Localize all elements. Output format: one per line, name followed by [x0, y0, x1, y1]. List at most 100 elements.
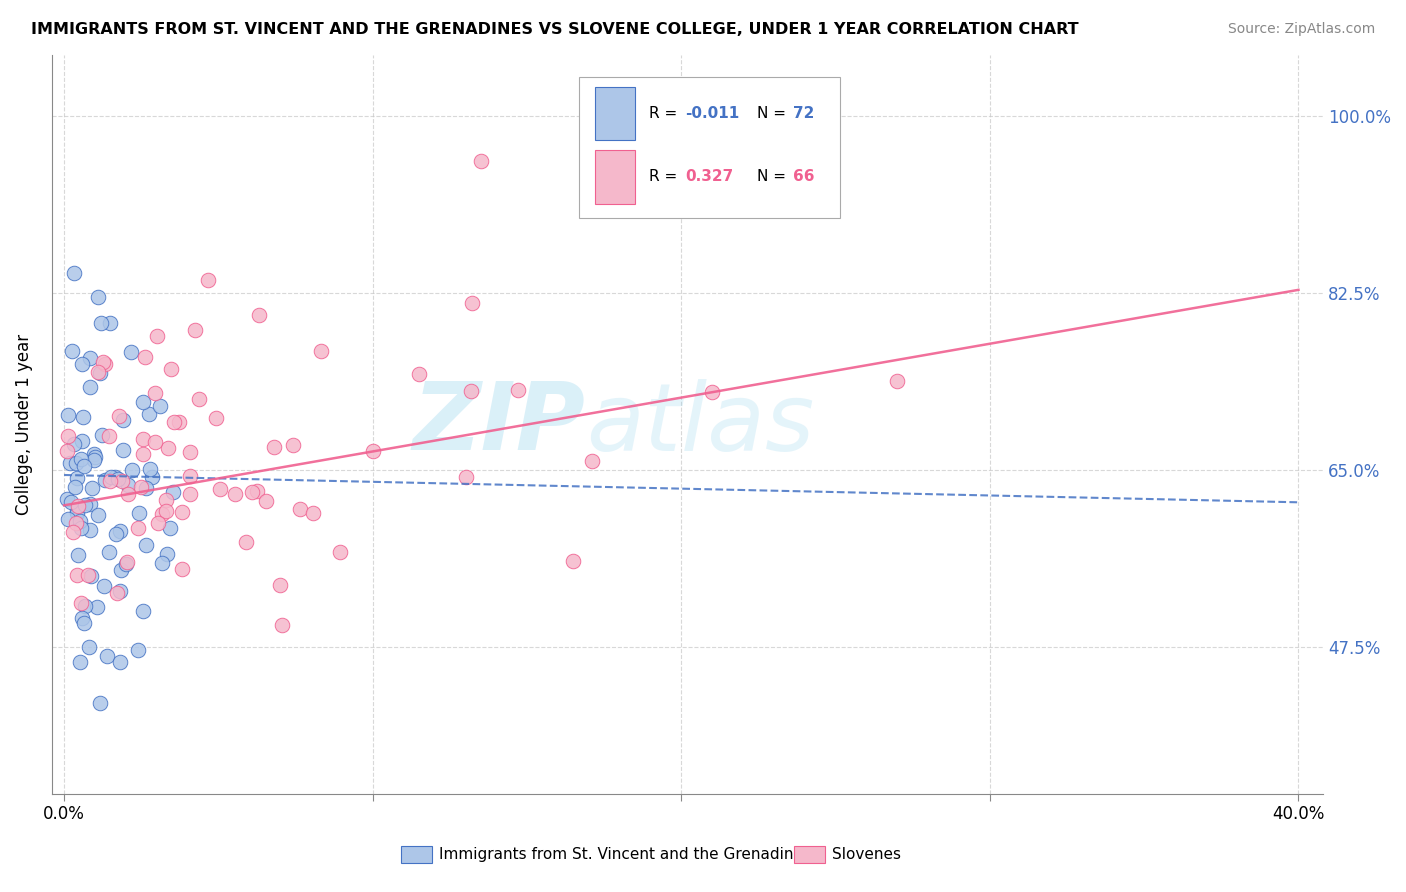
Point [172, 505, 194, 519]
Point [108, 409, 131, 423]
Point [170, 562, 193, 576]
Point [150, 508, 173, 522]
Point [131, 447, 153, 461]
Point [127, 643, 149, 657]
Point [188, 392, 211, 406]
Point [111, 413, 134, 427]
Text: R =: R = [650, 169, 682, 185]
Point [111, 474, 134, 488]
Text: ZIP: ZIP [413, 378, 586, 470]
Point [163, 415, 186, 429]
Text: 0.327: 0.327 [685, 169, 733, 185]
Point [111, 443, 134, 458]
Point [110, 563, 132, 577]
Point [131, 480, 153, 494]
Point [143, 386, 166, 401]
Point [97, 429, 120, 443]
Point [155, 504, 177, 518]
Point [108, 584, 131, 599]
Point [69, 655, 91, 669]
Point [160, 362, 183, 376]
Point [461, 296, 484, 310]
Point [301, 507, 323, 521]
Point [72, 611, 94, 625]
Point [162, 484, 184, 499]
Point [66, 470, 89, 484]
Point [271, 618, 294, 632]
Point [79, 380, 101, 394]
Point [149, 400, 172, 414]
Point [208, 482, 231, 496]
Point [69, 514, 91, 528]
Point [138, 408, 160, 422]
Point [143, 435, 166, 450]
Point [66, 548, 89, 562]
Point [184, 323, 207, 337]
Point [581, 454, 603, 468]
Text: 66: 66 [793, 169, 814, 185]
Point [269, 578, 291, 592]
Text: 72: 72 [793, 106, 814, 121]
Point [79, 351, 101, 365]
Point [58, 429, 80, 443]
Point [62, 525, 84, 540]
Point [197, 273, 219, 287]
Text: N =: N = [758, 169, 792, 185]
Point [83, 452, 105, 467]
Point [114, 557, 136, 571]
Point [63, 480, 86, 494]
Point [77, 640, 100, 654]
Point [456, 469, 478, 483]
Point [80, 569, 103, 583]
Point [91, 355, 114, 369]
Point [66, 504, 89, 518]
Point [94, 357, 117, 371]
Point [562, 554, 585, 568]
Point [205, 411, 228, 425]
Point [75, 599, 97, 613]
Point [69, 452, 91, 467]
Point [66, 506, 89, 520]
Point [247, 308, 270, 322]
Point [96, 648, 118, 663]
Point [89, 696, 111, 710]
Point [104, 526, 127, 541]
Point [84, 450, 107, 464]
Point [66, 499, 89, 513]
Point [134, 350, 156, 364]
Point [107, 472, 129, 486]
Point [66, 567, 89, 582]
Point [135, 481, 157, 495]
Point [80, 481, 103, 495]
Point [70, 358, 93, 372]
Point [132, 604, 155, 618]
Point [98, 545, 121, 559]
Point [56, 491, 79, 506]
Point [73, 458, 96, 473]
Text: Immigrants from St. Vincent and the Grenadines: Immigrants from St. Vincent and the Gren… [439, 847, 811, 862]
Text: Source: ZipAtlas.com: Source: ZipAtlas.com [1227, 22, 1375, 37]
Point [150, 557, 173, 571]
Point [224, 487, 246, 501]
Point [108, 655, 131, 669]
Point [65, 456, 87, 470]
Point [56, 408, 79, 422]
Point [167, 415, 190, 429]
Point [72, 410, 94, 425]
Point [59, 494, 82, 508]
Point [246, 484, 269, 499]
Point [132, 432, 155, 446]
Point [146, 328, 169, 343]
Point [254, 493, 277, 508]
Point [117, 477, 139, 491]
Point [98, 474, 121, 488]
Point [134, 539, 156, 553]
Point [179, 487, 201, 501]
Point [87, 364, 110, 378]
Point [79, 523, 101, 537]
Point [56, 512, 79, 526]
Point [89, 366, 111, 380]
Point [156, 547, 179, 561]
Point [470, 154, 492, 169]
Point [148, 516, 170, 530]
